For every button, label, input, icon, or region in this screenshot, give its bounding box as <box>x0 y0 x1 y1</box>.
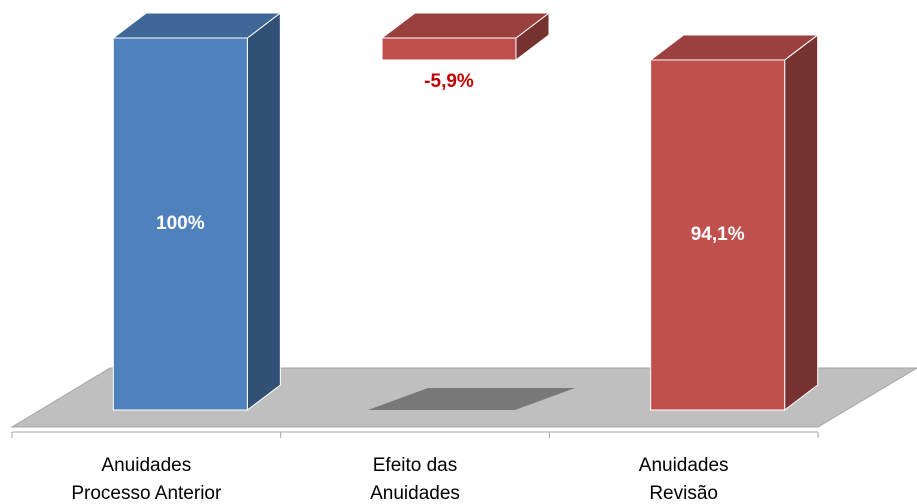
bar <box>650 59 786 411</box>
x-tick-label-line: Anuidades <box>370 483 460 504</box>
x-tick-label: Anuidades Revisão <box>639 455 729 504</box>
bar <box>112 37 248 411</box>
x-tick-label-line: Efeito das <box>373 455 458 476</box>
shadow <box>368 388 575 410</box>
value-label: 94,1% <box>691 224 745 245</box>
x-tick-label-line: Revisão <box>649 483 718 504</box>
value-label: 100% <box>156 213 205 234</box>
bar-side <box>784 33 819 412</box>
x-tick-label-line: Processo Anterior <box>71 483 222 504</box>
x-tick-label: Anuidades Processo Anterior <box>71 455 222 504</box>
x-tick-label-line: Anuidades <box>101 455 191 476</box>
x-tick-label: Efeito das Anuidades <box>370 455 460 504</box>
x-tick-label-line: Anuidades <box>639 455 729 476</box>
bar-side <box>246 11 281 412</box>
value-label: -5,9% <box>424 71 474 92</box>
bar <box>381 37 517 61</box>
